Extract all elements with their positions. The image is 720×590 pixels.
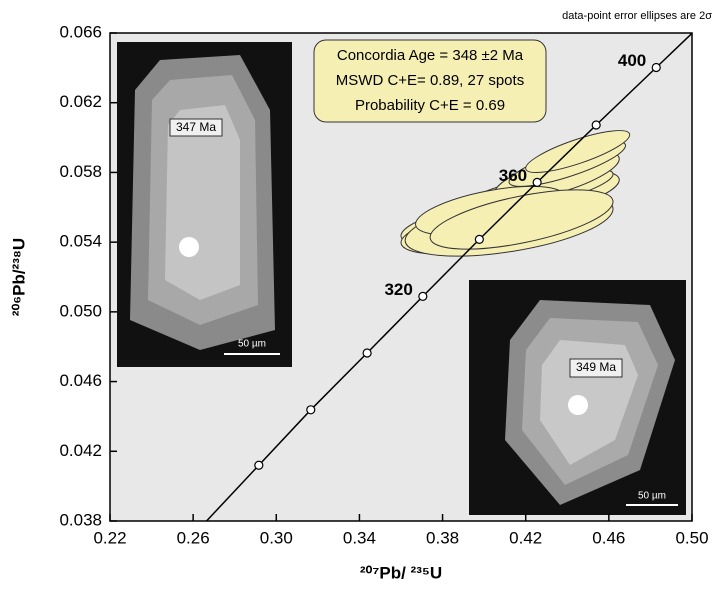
x-tick-label: 0.42 bbox=[509, 528, 542, 547]
y-tick-label: 0.038 bbox=[59, 510, 102, 529]
x-tick-label: 0.46 bbox=[592, 528, 625, 547]
age-label: 320 bbox=[384, 280, 412, 299]
y-tick-label: 0.062 bbox=[59, 92, 102, 111]
age-label: 360 bbox=[499, 166, 527, 185]
inset-left: 347 Ma 50 µm bbox=[117, 42, 292, 367]
concordia-point bbox=[419, 292, 427, 300]
y-tick-label: 0.046 bbox=[59, 371, 102, 390]
y-axis-label: ²⁰⁶Pb/²³⁸U bbox=[9, 238, 28, 316]
inset-scale: 50 µm bbox=[238, 339, 266, 350]
concordia-point bbox=[363, 349, 371, 357]
x-tick-label: 0.26 bbox=[177, 528, 210, 547]
concordia-point bbox=[307, 406, 315, 414]
concordia-point bbox=[255, 461, 263, 469]
y-tick-label: 0.066 bbox=[59, 22, 102, 41]
result-line: Probability C+E = 0.69 bbox=[355, 97, 505, 114]
x-tick-label: 0.38 bbox=[426, 528, 459, 547]
inset-scale: 50 µm bbox=[638, 491, 666, 502]
concordia-point bbox=[533, 178, 541, 186]
result-line: MSWD C+E= 0.89, 27 spots bbox=[336, 72, 524, 89]
x-tick-label: 0.22 bbox=[93, 528, 126, 547]
age-label: 400 bbox=[618, 51, 646, 70]
y-tick-label: 0.042 bbox=[59, 441, 102, 460]
y-tick-label: 0.054 bbox=[59, 232, 102, 251]
x-tick-label: 0.34 bbox=[343, 528, 376, 547]
note: data-point error ellipses are 2σ bbox=[562, 10, 712, 22]
concordia-point bbox=[475, 235, 483, 243]
x-tick-label: 0.50 bbox=[675, 528, 708, 547]
concordia-point bbox=[592, 121, 600, 129]
y-tick-label: 0.050 bbox=[59, 301, 102, 320]
inset-age: 349 Ma bbox=[576, 360, 616, 374]
inset-right: 349 Ma 50 µm bbox=[469, 280, 686, 515]
chart: 347 Ma 50 µm 349 Ma 50 µm Concordia Age … bbox=[0, 0, 720, 585]
inset-age: 347 Ma bbox=[176, 120, 216, 134]
x-axis-label: ²⁰⁷Pb/ ²³⁵U bbox=[360, 563, 442, 582]
y-tick-label: 0.058 bbox=[59, 162, 102, 181]
result-line: Concordia Age = 348 ±2 Ma bbox=[337, 47, 524, 64]
concordia-point bbox=[652, 64, 660, 72]
x-tick-label: 0.30 bbox=[260, 528, 293, 547]
